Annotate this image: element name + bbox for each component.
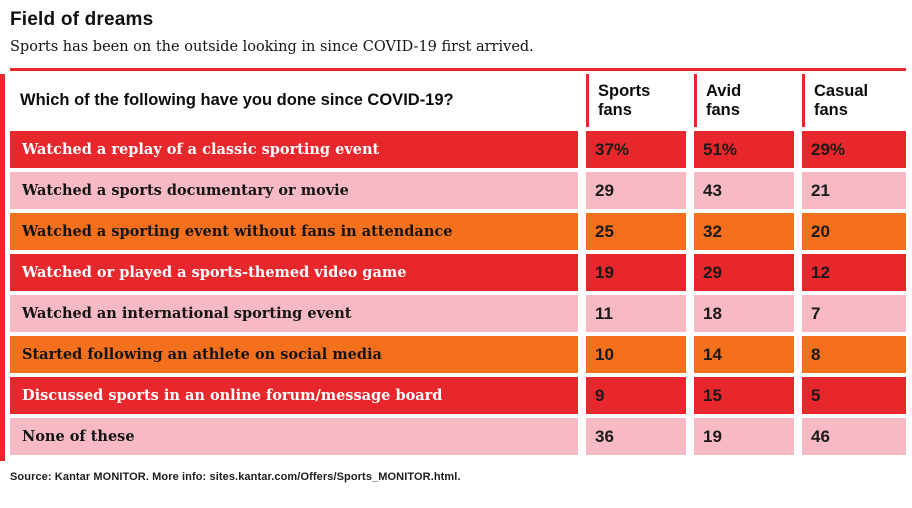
row-label: Watched or played a sports-themed video …	[10, 254, 578, 291]
row-value: 37%	[586, 131, 686, 168]
row-value: 32	[694, 213, 794, 250]
row-value: 9	[586, 377, 686, 414]
table-row: Watched or played a sports-themed video …	[10, 254, 906, 291]
row-label: None of these	[10, 418, 578, 455]
row-label: Watched a replay of a classic sporting e…	[10, 131, 578, 168]
row-value: 18	[694, 295, 794, 332]
page-title: Field of dreams	[10, 9, 154, 30]
table-row: Watched a sports documentary or movie 29 4…	[10, 172, 906, 209]
row-value: 29%	[802, 131, 906, 168]
row-value: 29	[694, 254, 794, 291]
row-value: 21	[802, 172, 906, 209]
row-value: 8	[802, 336, 906, 373]
table-row: Watched an international sporting event 1…	[10, 295, 906, 332]
left-accent-bar	[0, 74, 5, 461]
column-header-sports-fans: Sports fans	[586, 74, 686, 127]
row-value: 19	[694, 418, 794, 455]
row-value: 25	[586, 213, 686, 250]
row-value: 15	[694, 377, 794, 414]
question-header: Which of the following have you done sin…	[20, 91, 454, 109]
column-header-avid-fans: Avid fans	[694, 74, 794, 127]
row-value: 5	[802, 377, 906, 414]
data-table: Which of the following have you done sin…	[10, 74, 906, 455]
table-body: Watched a replay of a classic sporting e…	[10, 131, 906, 455]
table-row: Watched a replay of a classic sporting e…	[10, 131, 906, 168]
row-value: 7	[802, 295, 906, 332]
row-value: 43	[694, 172, 794, 209]
table-row: Discussed sports in an online forum/mess…	[10, 377, 906, 414]
row-value: 10	[586, 336, 686, 373]
table-row: Watched a sporting event without fans in…	[10, 213, 906, 250]
row-value: 20	[802, 213, 906, 250]
table-row: Started following an athlete on social m…	[10, 336, 906, 373]
row-value: 14	[694, 336, 794, 373]
row-label: Discussed sports in an online forum/mess…	[10, 377, 578, 414]
row-value: 11	[586, 295, 686, 332]
row-value: 12	[802, 254, 906, 291]
row-label: Watched an international sporting event	[10, 295, 578, 332]
subtitle: Sports has been on the outside looking i…	[10, 39, 534, 55]
table-row: None of these 36 19 46	[10, 418, 906, 455]
row-value: 29	[586, 172, 686, 209]
row-label: Watched a sporting event without fans in…	[10, 213, 578, 250]
row-label: Started following an athlete on social m…	[10, 336, 578, 373]
row-value: 19	[586, 254, 686, 291]
row-value: 51%	[694, 131, 794, 168]
source-note: Source: Kantar MONITOR. More info: sites…	[10, 471, 461, 483]
row-label: Watched a sports documentary or movie	[10, 172, 578, 209]
row-value: 36	[586, 418, 686, 455]
row-value: 46	[802, 418, 906, 455]
column-header-casual-fans: Casual fans	[802, 74, 906, 127]
divider-rule	[10, 68, 906, 71]
table-header-row: Which of the following have you done sin…	[10, 74, 906, 127]
